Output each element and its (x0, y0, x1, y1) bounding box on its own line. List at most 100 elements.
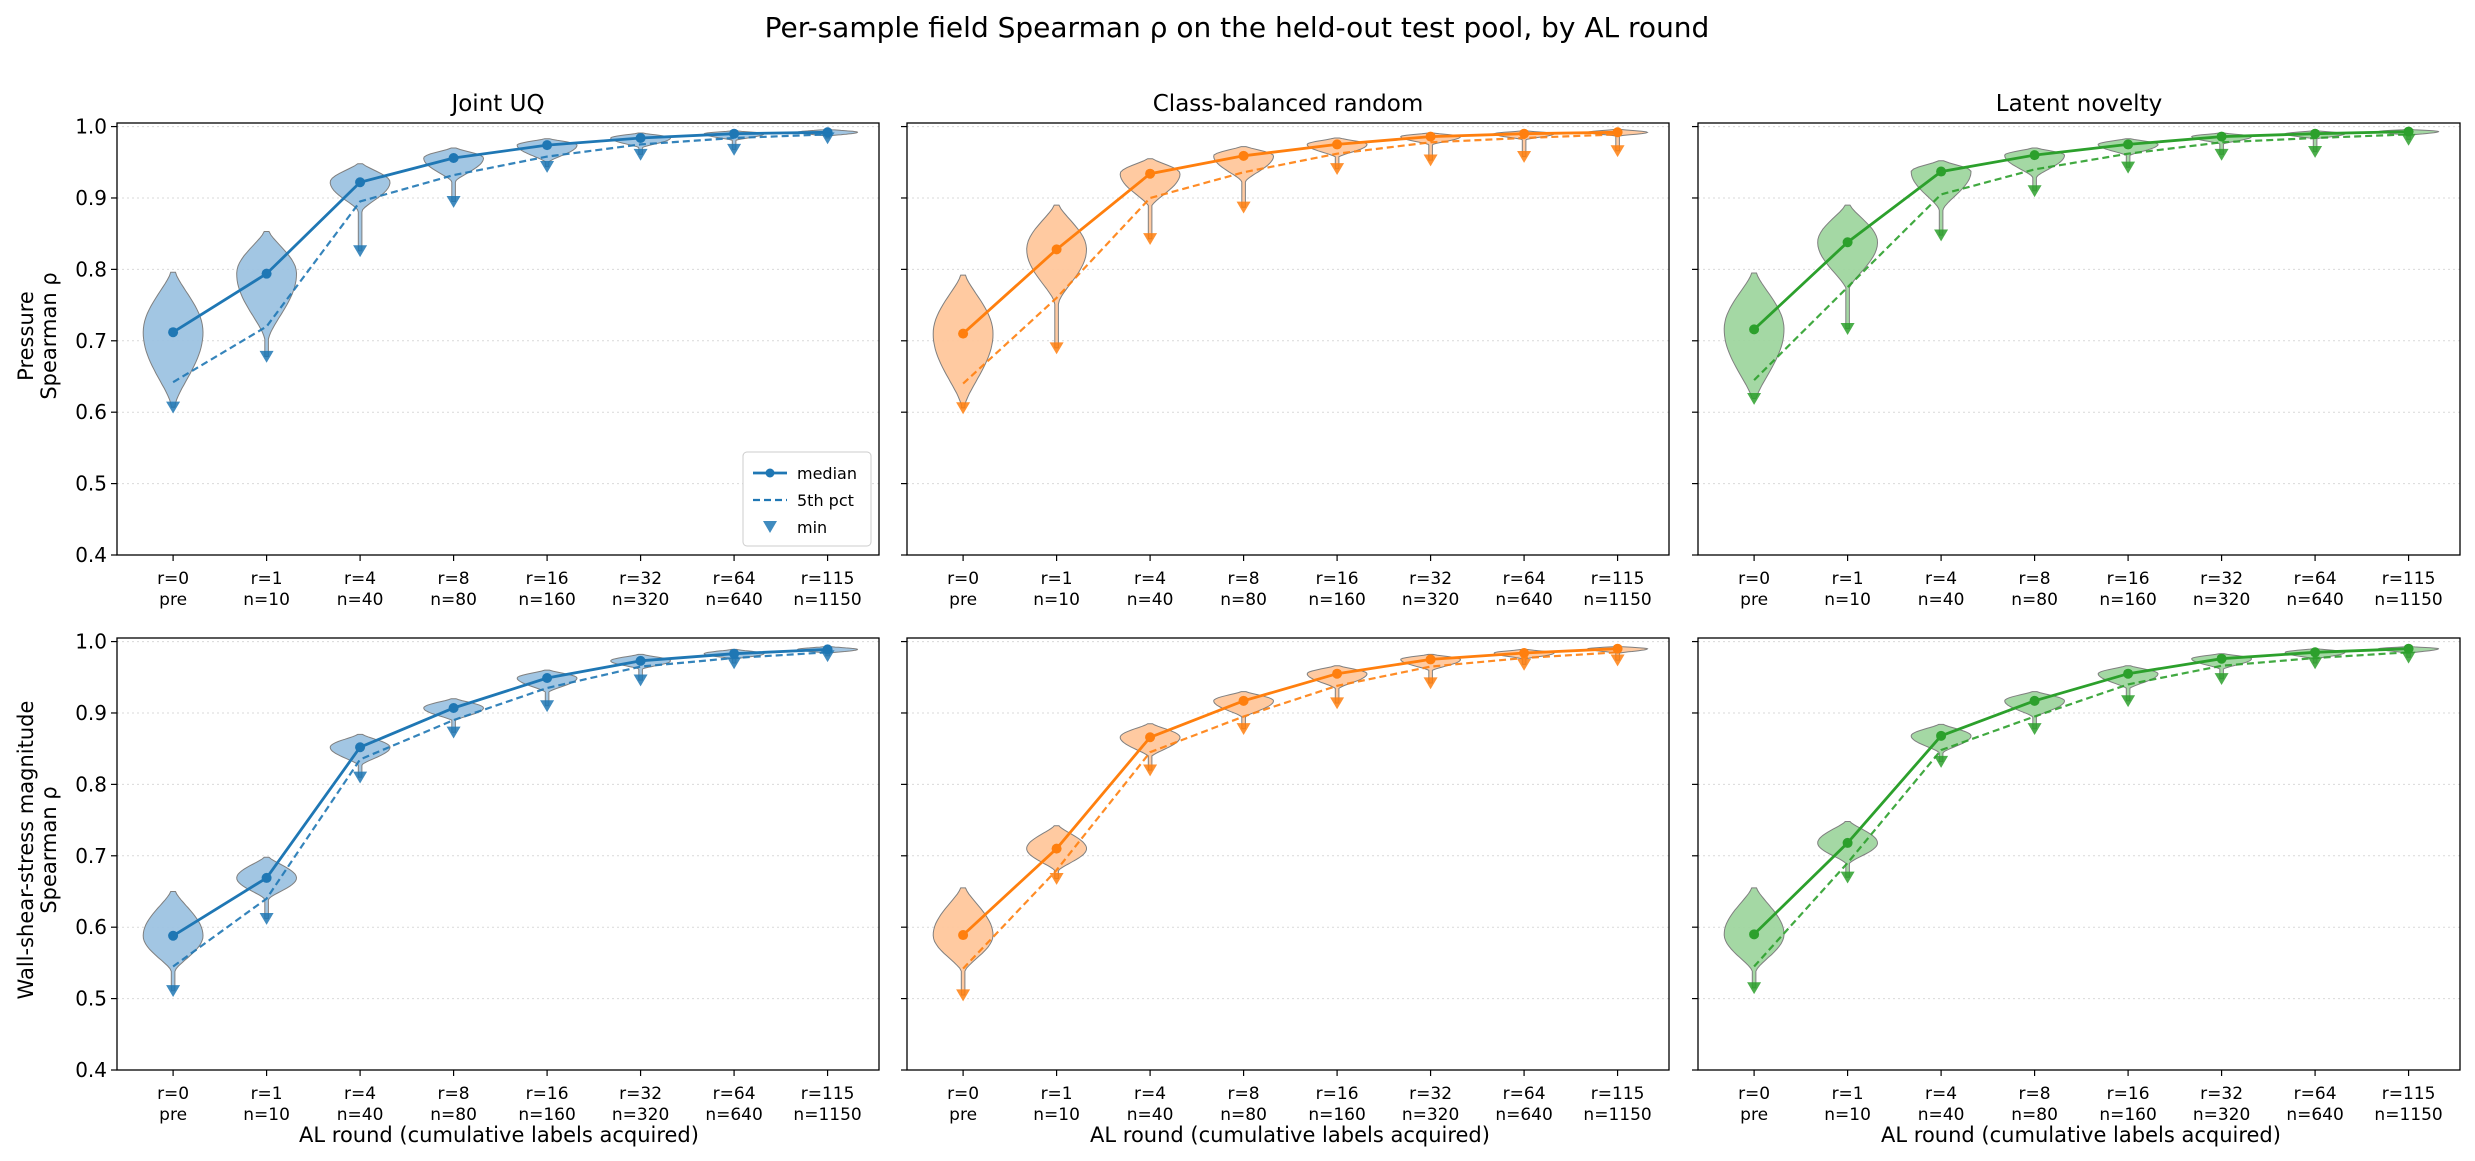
x-tick-label-top: r=0 (947, 569, 979, 589)
x-tick-label-top: r=16 (1316, 1084, 1359, 1104)
row-label-pressure: Pressure Spearman ρ (14, 272, 61, 399)
min-marker (1049, 342, 1064, 355)
violin-body (423, 698, 485, 733)
x-tick-label-bottom: pre (159, 1105, 187, 1125)
x-tick-label-top: r=16 (2107, 1084, 2150, 1104)
x-tick-label-bottom: n=40 (1127, 1105, 1174, 1125)
min-marker (1236, 201, 1251, 214)
median-point (2029, 150, 2040, 161)
x-tick-label-bottom: n=80 (2011, 1105, 2058, 1125)
median-line (172, 648, 828, 937)
panel-frame (1697, 637, 2461, 1071)
min-marker (1330, 697, 1345, 710)
x-tick-label-top: r=16 (526, 569, 569, 589)
y-tick-label: 0.7 (75, 329, 107, 353)
x-tick-label-top: r=4 (1134, 569, 1166, 589)
x-tick-label-bottom: pre (159, 590, 187, 610)
y-tick-label: 0.6 (75, 400, 107, 424)
x-tick-label-top: r=1 (1041, 569, 1073, 589)
median-point (1332, 668, 1343, 679)
x-tick-label-bottom: n=10 (243, 590, 290, 610)
min-marker (2027, 185, 2042, 198)
panel-frame (116, 122, 880, 556)
median-point (168, 930, 179, 941)
median-point (1332, 139, 1343, 150)
figure-title: Per-sample field Spearman ρ on the held-… (765, 11, 1710, 44)
min-marker (353, 245, 368, 258)
median-point (1051, 843, 1062, 854)
median-point (1936, 730, 1947, 741)
median-point (2123, 668, 2134, 679)
violin-body (1306, 665, 1368, 704)
x-tick-label-top: r=8 (2019, 1084, 2051, 1104)
violin-body (516, 669, 578, 707)
min-marker (540, 700, 555, 713)
violin-body (1817, 821, 1879, 878)
x-tick-label-top: r=64 (2294, 569, 2337, 589)
median-point (355, 177, 366, 188)
x-tick-label-bottom: n=1150 (793, 1105, 861, 1125)
median-line (1753, 130, 2409, 331)
violin-body (329, 163, 391, 252)
y-tick-label: 0.4 (75, 543, 107, 567)
min-marker (1840, 871, 1855, 884)
x-tick-label-bottom: n=1150 (2374, 1105, 2442, 1125)
x-tick-label-bottom: pre (949, 590, 977, 610)
x-tick-label-top: r=64 (1503, 1084, 1546, 1104)
x-tick-label-top: r=32 (619, 1084, 662, 1104)
median-point (168, 327, 179, 338)
median-point (1238, 695, 1249, 706)
x-tick-label-bottom: n=10 (1033, 1105, 1080, 1125)
x-tick-label-bottom: n=640 (2286, 1105, 2343, 1125)
x-tick-label-top: r=115 (801, 569, 855, 589)
min-marker (166, 985, 181, 998)
x-tick-label-top: r=1 (251, 1084, 283, 1104)
y-tick-label: 0.9 (75, 701, 107, 725)
min-marker (633, 148, 648, 161)
x-tick-label-top: r=32 (1409, 569, 1452, 589)
x-tick-label-bottom: n=640 (705, 1105, 762, 1125)
median-point (1842, 237, 1853, 248)
x-tick-label-top: r=0 (947, 1084, 979, 1104)
median-line (962, 130, 1618, 335)
min-marker (2401, 651, 2416, 664)
violin-body (1213, 146, 1275, 208)
median-point (355, 742, 366, 753)
min-marker (1610, 145, 1625, 158)
min-marker (2214, 673, 2229, 686)
x-tick-label-top: r=1 (1832, 569, 1864, 589)
legend-p5-label: 5th pct (797, 491, 854, 510)
min-marker (1423, 154, 1438, 167)
x-tick-label-top: r=64 (713, 569, 756, 589)
x-tick-label-bottom: n=320 (1402, 590, 1459, 610)
min-marker (1423, 677, 1438, 690)
row-label-wss: Wall-shear-stress magnitude Spearman ρ (14, 701, 61, 1000)
x-tick-label-top: r=16 (526, 1084, 569, 1104)
min-marker (1747, 393, 1762, 405)
median-point (542, 140, 553, 151)
min-marker (2214, 148, 2229, 161)
min-marker (1517, 150, 1532, 163)
x-tick-label-top: r=0 (157, 1084, 189, 1104)
x-tick-label-top: r=16 (2107, 569, 2150, 589)
x-tick-label-bottom: n=160 (2099, 590, 2156, 610)
p5-line (172, 651, 828, 968)
x-tick-label-bottom: n=640 (2286, 590, 2343, 610)
median-point (261, 872, 272, 883)
median-point (1936, 166, 1947, 177)
x-tick-label-top: r=32 (2200, 569, 2243, 589)
median-point (261, 268, 272, 279)
x-tick-label-bottom: n=160 (518, 590, 575, 610)
violin-body (236, 231, 298, 357)
median-line (172, 130, 828, 334)
median-point (1425, 131, 1436, 142)
y-tick-label: 0.8 (75, 772, 107, 796)
min-marker (2308, 657, 2323, 670)
min-marker (1143, 764, 1158, 777)
x-tick-label-bottom: n=10 (1824, 1105, 1871, 1125)
p5-line (1753, 133, 2409, 381)
median-point (635, 655, 646, 666)
